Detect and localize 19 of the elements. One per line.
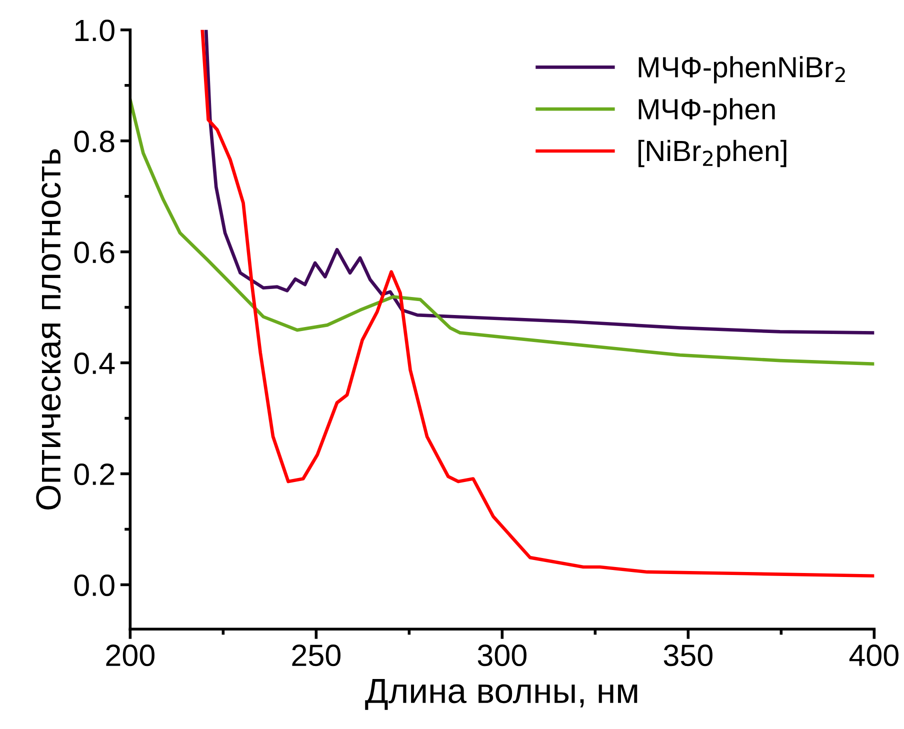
- legend-label: МЧФ-phen: [638, 98, 775, 126]
- x-tick-label: 200: [106, 644, 154, 666]
- y-tick-label: 0.2: [74, 464, 114, 486]
- legend-label: [NiBr$_{2}$phen]: [638, 140, 786, 168]
- line-series: [204, 30, 874, 335]
- legend-label: МЧФ-phenNiBr$_{2}$: [638, 56, 845, 84]
- line-series: [130, 98, 874, 366]
- y-tick-label: 0.4: [74, 352, 115, 374]
- y-tick-label: 0.8: [74, 130, 114, 152]
- x-tick-label: 250: [292, 644, 340, 666]
- x-tick-label: 300: [478, 644, 526, 666]
- y-tick-label: 0.0: [74, 574, 114, 596]
- y-tick-label: 0.6: [74, 242, 114, 264]
- y-axis-title: Оптическая плотность: [36, 149, 61, 510]
- line-series: [200, 30, 874, 578]
- y-tick-label: 1.0: [75, 20, 114, 42]
- x-tick-label: 350: [664, 644, 712, 666]
- x-tick-label: 400: [849, 644, 898, 666]
- x-axis-title: Длина волны, нм: [365, 679, 638, 710]
